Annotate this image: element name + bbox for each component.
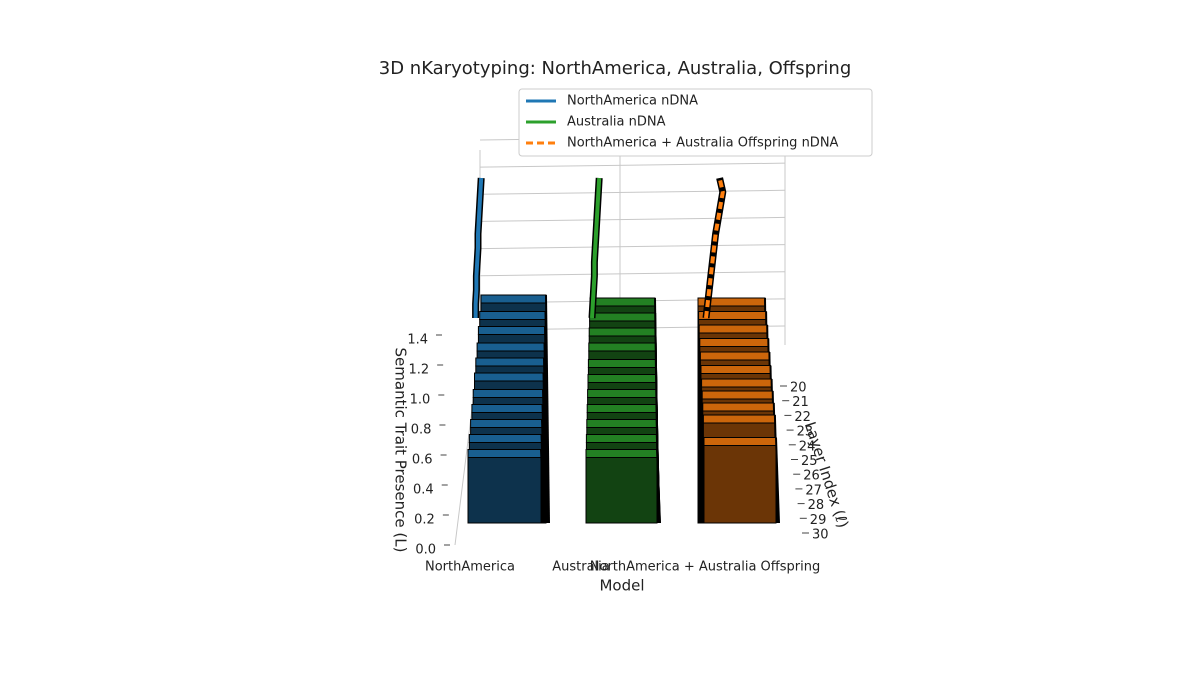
bar-face: [703, 445, 777, 524]
y-tick-label: 20: [790, 381, 807, 396]
bar-top: [702, 414, 776, 424]
bar-top: [474, 372, 544, 382]
bar-top: [588, 327, 656, 337]
bar-top: [587, 359, 657, 368]
bar-side: [656, 449, 661, 524]
y-tick-label: 24: [799, 439, 816, 454]
plot-area: 0.0 0.2 0.4 0.6 0.8 1.0 1.2 1.4 2021222324252627…: [407, 135, 829, 575]
bar-side: [540, 449, 545, 524]
bar-top: [472, 389, 544, 398]
y-tick-label: 22: [794, 410, 811, 425]
y-tick-label: 21: [792, 395, 809, 410]
z-tick-label: 0.8: [411, 423, 432, 438]
bar-top: [468, 434, 542, 443]
bar-side: [775, 437, 780, 524]
legend: NorthAmerica nDNA Australia nDNA NorthAmer…: [518, 88, 873, 157]
z-tick-label: 1.2: [408, 363, 429, 378]
bar-top: [475, 357, 545, 367]
legend-label: NorthAmerica nDNA: [567, 94, 698, 109]
x-tick-label: NorthAmerica: [425, 560, 515, 575]
bar-top: [470, 419, 543, 428]
y-tick-label: 30: [812, 528, 829, 543]
z-tick-label: 0.0: [415, 543, 436, 558]
y-tick-label: 27: [805, 483, 822, 498]
y-tick-label: 29: [810, 513, 827, 528]
x-tick-label: NorthAmerica + Australia Offspring: [590, 560, 820, 575]
bar-top: [698, 324, 768, 334]
bar-top: [588, 342, 657, 352]
legend-label: Australia nDNA: [567, 115, 666, 130]
bar-top: [587, 389, 657, 398]
legend-box: [518, 88, 873, 157]
bar-top: [467, 449, 542, 458]
bar-top: [700, 365, 771, 374]
bar-face: [467, 457, 542, 524]
bar-top: [586, 404, 657, 413]
bar-top: [586, 419, 658, 428]
legend-label: NorthAmerica + Australia Offspring nDNA: [567, 136, 839, 151]
grid-line: [479, 216, 786, 222]
chart-title: 3D nKaryotyping: NorthAmerica, Australia…: [379, 58, 852, 79]
y-tick-label: 23: [797, 425, 814, 440]
bar-top: [701, 390, 774, 400]
bar-top: [479, 311, 547, 320]
bar-top: [701, 378, 773, 388]
grid-line: [479, 189, 786, 195]
z-tick-label: 0.6: [412, 453, 433, 468]
bar-top: [702, 402, 775, 412]
bar-top: [587, 374, 657, 383]
z-tick-label: 1.0: [410, 393, 431, 408]
bar-top: [699, 338, 769, 347]
grid-line: [479, 271, 786, 277]
bar-top: [585, 449, 658, 458]
bar-top: [589, 297, 656, 307]
bar-face: [585, 457, 658, 524]
bar-top: [477, 326, 546, 335]
grid-line: [479, 162, 786, 168]
y-tick-label: 28: [808, 498, 825, 513]
z-tick-label: 1.4: [407, 333, 428, 348]
z-tick-label: 0.4: [413, 483, 434, 498]
y-tick-label: 25: [801, 454, 818, 469]
y-tick-label: 26: [803, 469, 820, 484]
bar-top: [476, 342, 546, 352]
z-tick-label: 0.2: [414, 513, 435, 528]
series-line: [590, 177, 602, 319]
x-axis-label: Model: [599, 577, 644, 595]
bar-top: [585, 434, 658, 443]
grid-line: [479, 244, 786, 250]
x-tick-label: Australia: [552, 560, 610, 575]
series-line: [704, 177, 725, 319]
bar-top: [589, 312, 656, 322]
z-axis-label: Semantic Trait Presence (L): [392, 348, 410, 553]
bar-top: [471, 404, 543, 413]
bar-top: [480, 294, 547, 304]
bar-top: [699, 351, 770, 361]
bar-top: [703, 437, 777, 446]
series-line: [473, 177, 484, 318]
